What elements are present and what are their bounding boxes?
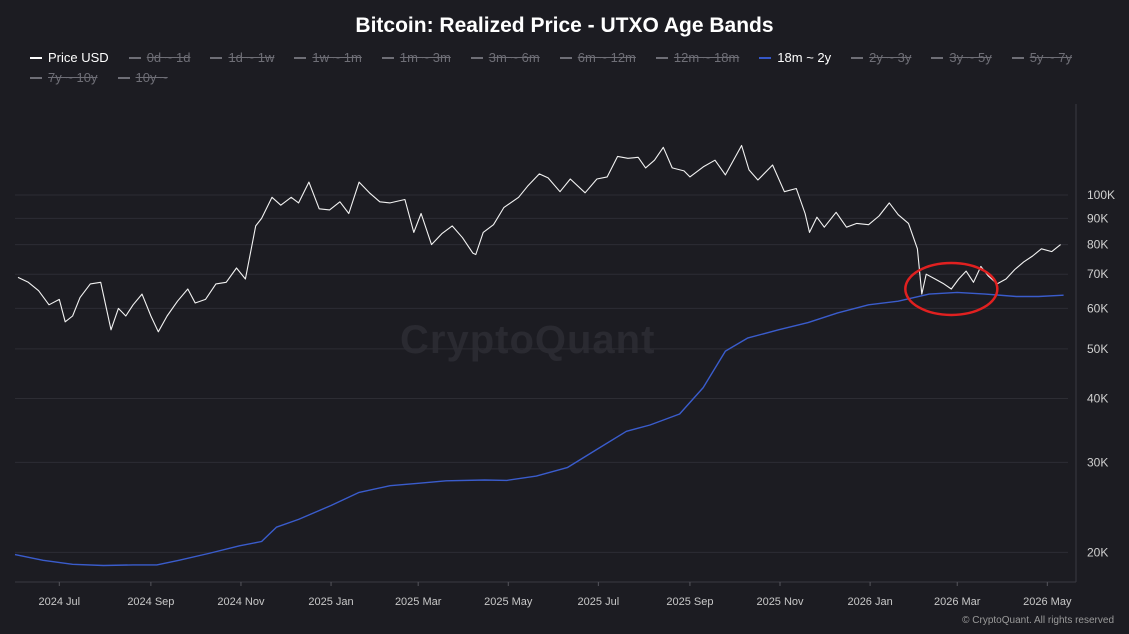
x-tick-label: 2026 Mar	[934, 596, 981, 608]
y-tick-label: 80K	[1087, 238, 1108, 252]
legend-label: 2y ~ 3y	[869, 50, 912, 65]
chart-title: Bitcoin: Realized Price - UTXO Age Bands	[355, 14, 774, 37]
x-tick-label: 2025 May	[484, 596, 533, 608]
legend-swatch	[30, 77, 42, 79]
legend-swatch	[851, 57, 864, 59]
legend-item-1w-1m[interactable]: 1w ~ 1m	[294, 50, 362, 66]
legend-label: 3y ~ 5y	[949, 50, 992, 65]
y-tick-label: 30K	[1087, 455, 1108, 469]
annotation-circle	[904, 261, 999, 317]
legend-item-7y-10y[interactable]: 7y ~ 10y	[30, 70, 98, 86]
legend-label: Price USD	[48, 50, 109, 65]
legend-swatch	[470, 57, 483, 59]
legend-swatch	[931, 57, 944, 59]
legend-label: 10y ~	[135, 70, 168, 85]
x-tick-label: 2025 Jul	[578, 596, 620, 608]
y-tick-label: 40K	[1087, 391, 1108, 405]
legend-label: 12m ~ 18m	[673, 50, 740, 65]
legend-item-5y-7y[interactable]: 5y ~ 7y	[1011, 50, 1072, 66]
x-tick-label: 2026 May	[1023, 596, 1072, 608]
legend-label: 3m ~ 6m	[488, 50, 540, 65]
legend-item-2y-3y[interactable]: 2y ~ 3y	[851, 50, 911, 66]
y-tick-label: 70K	[1087, 267, 1108, 281]
legend-item-18m-2y[interactable]: 18m ~ 2y	[759, 50, 831, 66]
legend-item-3m-6m[interactable]: 3m ~ 6m	[470, 50, 540, 66]
x-tick-label: 2025 Sep	[666, 596, 713, 608]
legend-swatch	[759, 57, 772, 59]
legend-swatch	[210, 57, 223, 59]
legend-swatch	[30, 57, 42, 59]
copyright-notice: © CryptoQuant. All rights reserved	[962, 615, 1114, 626]
x-tick-label: 2026 Jan	[847, 596, 892, 608]
x-tick-label: 2024 Nov	[217, 596, 265, 608]
legend-item-10y[interactable]: 10y ~	[117, 70, 168, 86]
legend-swatch	[1011, 57, 1024, 59]
legend-item-1d-1w[interactable]: 1d ~ 1w	[210, 50, 274, 66]
series-line-18m-2y	[14, 291, 1064, 567]
legend-item-6m-12m[interactable]: 6m ~ 12m	[559, 50, 636, 66]
x-tick-label: 2024 Sep	[127, 596, 174, 608]
legend-swatch	[655, 57, 668, 59]
legend: Price USD 0d ~ 1d 1d ~ 1w 1w ~ 1m 1m ~ 3m 3m …	[30, 50, 1120, 86]
legend-item-price-usd[interactable]: Price USD	[30, 50, 109, 66]
legend-item-1m-3m[interactable]: 1m ~ 3m	[381, 50, 451, 66]
x-tick-label: 2024 Jul	[39, 596, 81, 608]
legend-swatch	[381, 57, 394, 59]
y-tick-label: 20K	[1087, 545, 1108, 559]
legend-label: 1w ~ 1m	[312, 50, 362, 65]
legend-swatch	[559, 57, 572, 59]
legend-label: 7y ~ 10y	[48, 70, 98, 85]
series-line-price-usd	[17, 144, 1061, 333]
legend-item-3y-5y[interactable]: 3y ~ 5y	[931, 50, 992, 66]
y-tick-label: 90K	[1087, 211, 1108, 225]
legend-item-12m-18m[interactable]: 12m ~ 18m	[655, 50, 740, 66]
legend-label: 1d ~ 1w	[228, 50, 275, 65]
legend-swatch	[128, 57, 141, 59]
legend-label: 0d ~ 1d	[146, 50, 191, 65]
legend-swatch	[294, 57, 307, 59]
x-tick-label: 2025 Jan	[308, 596, 353, 608]
legend-swatch	[117, 77, 130, 79]
y-tick-label: 100K	[1087, 188, 1115, 202]
y-tick-label: 50K	[1087, 342, 1108, 356]
watermark: CryptoQuant	[400, 318, 656, 362]
legend-item-0d-1d[interactable]: 0d ~ 1d	[128, 50, 191, 66]
x-tick-label: 2025 Nov	[756, 596, 804, 608]
x-tick-label: 2025 Mar	[395, 596, 442, 608]
y-tick-label: 60K	[1087, 301, 1108, 315]
legend-label: 1m ~ 3m	[399, 50, 451, 65]
legend-label: 5y ~ 7y	[1029, 50, 1072, 65]
legend-label: 18m ~ 2y	[777, 50, 832, 65]
legend-label: 6m ~ 12m	[577, 50, 636, 65]
